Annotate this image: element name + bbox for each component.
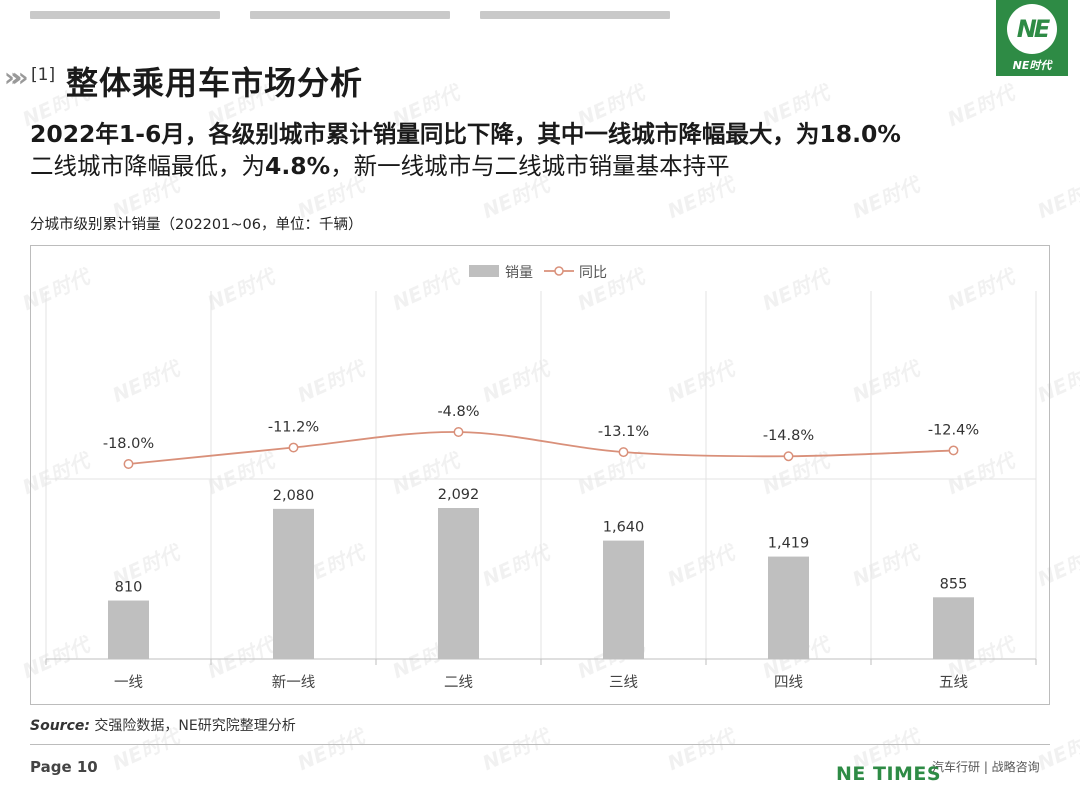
bar-value-label: 2,080 — [273, 488, 315, 504]
combo-chart: 810 2,080 2,092 1,640 1,419 855 一线 新一线 二线 三线 四线 五线 -… — [45, 265, 1037, 691]
bar-value-label: 1,640 — [603, 520, 645, 536]
bar-value-label: 2,092 — [438, 487, 480, 503]
logo-text: NE时代 — [1012, 58, 1052, 72]
yoy-value-label: -12.4% — [928, 422, 979, 438]
chevron-right-icon: »» — [4, 63, 28, 93]
yoy-value-label: -13.1% — [598, 424, 649, 440]
yoy-value-label: -11.2% — [268, 420, 319, 436]
yoy-point — [783, 451, 794, 462]
legend-bar-label: 销量 — [505, 265, 533, 281]
bar — [438, 508, 479, 659]
x-tick-label: 五线 — [939, 674, 968, 691]
bar-value-label: 810 — [115, 580, 143, 596]
footer-credit: 汽车行研 | 战略咨询 — [932, 760, 1040, 774]
source-text: 交强险数据，NE研究院整理分析 — [94, 718, 296, 734]
chart-frame: 810 2,080 2,092 1,640 1,419 855 一线 新一线 二线 三线 四线 五线 -… — [30, 245, 1050, 705]
yoy-point — [288, 442, 299, 453]
yoy-value-label: -18.0% — [103, 436, 154, 452]
headline-line-2-a: 二线城市降幅最低，为 — [30, 152, 265, 180]
bar-value-label: 1,419 — [768, 536, 810, 552]
watermark-text: NE时代 — [293, 724, 368, 776]
x-tick-label: 二线 — [444, 674, 473, 691]
source-label: Source: — [30, 718, 90, 734]
bar — [603, 540, 644, 659]
chart-caption: 分城市级别累计销量（202201~06，单位：千辆） — [30, 217, 363, 233]
brand-logo: NE NE时代 — [996, 0, 1068, 76]
yoy-point — [453, 427, 464, 437]
x-tick-label: 四线 — [774, 674, 803, 691]
headline-line-1: 2022年1-6月，各级别城市累计销量同比下降，其中一线城市降幅最大，为18.0… — [30, 120, 901, 148]
source-note: Source: 交强险数据，NE研究院整理分析 — [30, 715, 296, 735]
watermark-text: NE时代 — [663, 724, 738, 776]
bar-value-label: 855 — [940, 576, 968, 592]
footer-brand: NE TIMES — [836, 763, 942, 785]
legend-line-marker — [554, 266, 564, 276]
bar — [933, 597, 974, 659]
watermark-text: NE时代 — [478, 724, 553, 776]
x-tick-label: 三线 — [609, 674, 638, 691]
yoy-line — [128, 431, 954, 465]
yoy-value-label: -4.8% — [437, 404, 479, 420]
yoy-point — [123, 459, 134, 469]
yoy-point — [618, 447, 629, 458]
legend-line-label: 同比 — [579, 265, 607, 281]
page-number: Page 10 — [30, 758, 98, 776]
headline-line-2-b: 4.8% — [265, 152, 331, 180]
bar — [273, 508, 314, 659]
headline-line-2: 二线城市降幅最低，为4.8%，新一线城市与二线城市销量基本持平 — [30, 150, 1050, 182]
section-number: [1] — [31, 65, 56, 85]
yoy-point — [948, 445, 959, 456]
x-tick-label: 新一线 — [272, 674, 316, 691]
footer-divider — [30, 744, 1050, 745]
yoy-value-label: -14.8% — [763, 428, 814, 444]
bar — [768, 556, 809, 659]
top-decoration-rule — [30, 11, 670, 19]
headline-line-2-c: ，新一线城市与二线城市销量基本持平 — [330, 152, 730, 180]
page-title: 整体乘用车市场分析 — [66, 64, 364, 102]
x-tick-label: 一线 — [114, 674, 143, 691]
logo-ne-icon: NE — [1007, 3, 1057, 54]
legend-bar-swatch — [469, 265, 499, 277]
bar — [108, 600, 149, 659]
